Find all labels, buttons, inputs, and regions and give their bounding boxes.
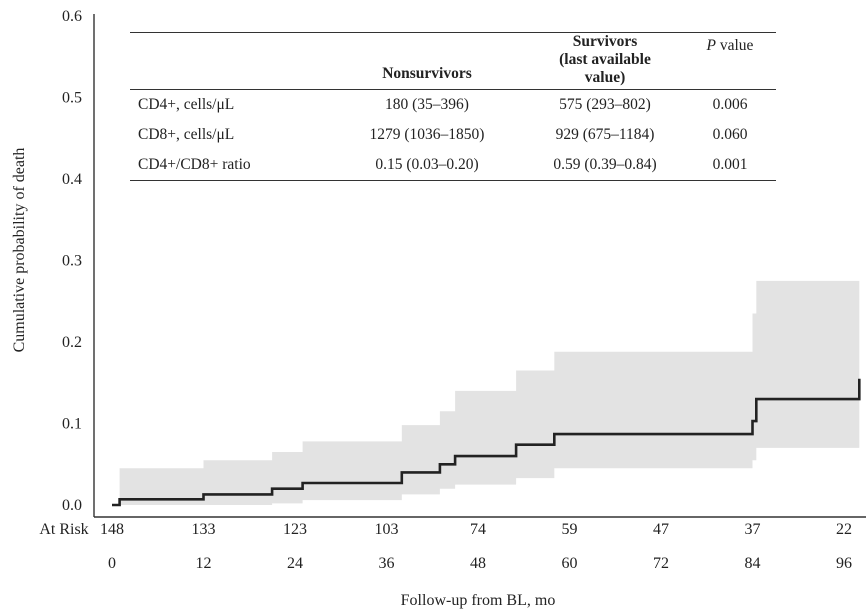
cell-pvalue: 0.060 — [712, 126, 748, 143]
at-risk-count: 148 — [100, 521, 124, 538]
at-risk-count: 47 — [653, 521, 669, 538]
row-label: CD8+, cells/μL — [138, 126, 235, 143]
at-risk-label: At Risk — [39, 521, 88, 538]
y-tick-labels: 0.0 0.1 0.2 0.3 0.4 0.5 0.6 — [62, 8, 82, 514]
y-tick-label: 0.1 — [62, 416, 82, 433]
row-label: CD4+/CD8+ ratio — [130, 150, 328, 181]
at-risk-count: 133 — [192, 521, 216, 538]
cell-survivors: 0.59 (0.39–0.84) — [526, 150, 684, 181]
y-tick-label: 0.4 — [62, 171, 82, 188]
y-tick-label: 0.5 — [62, 90, 82, 107]
ci-band — [112, 280, 860, 505]
survivors-header-line1: Survivors — [572, 33, 638, 50]
survivors-header-line3: value) — [584, 69, 626, 86]
pvalue-italic: P — [706, 37, 716, 54]
pvalue-rest: value — [716, 37, 754, 54]
row-label: CD4+, cells/μL — [138, 96, 235, 113]
x-tick-label: 24 — [287, 555, 303, 572]
cell-pvalue: 0.001 — [684, 150, 776, 181]
survival-curve — [112, 378, 861, 507]
survivors-header-line2: (last available — [559, 51, 651, 68]
at-risk-count: 22 — [836, 521, 852, 538]
y-tick-label: 0.6 — [62, 8, 82, 25]
table-header-row: Nonsurvivors Survivors (last available val… — [130, 32, 776, 90]
table-row: CD4+, cells/μL 180 (35–396) 575 (293–802… — [130, 90, 776, 121]
at-risk-count: 59 — [562, 521, 578, 538]
at-risk-row: At Risk 148 133 123 103 74 59 47 37 22 — [39, 521, 852, 538]
cell-nonsurvivors: 0.15 (0.03–0.20) — [328, 150, 526, 181]
x-tick-label: 96 — [836, 555, 852, 572]
table-header-survivors: Survivors (last available value) — [526, 32, 684, 90]
x-tick-label: 84 — [745, 555, 761, 572]
at-risk-count: 37 — [745, 521, 761, 538]
cell-pvalue: 0.006 — [712, 96, 748, 113]
table-header-pvalue: P value — [684, 32, 776, 90]
inset-summary-table: Nonsurvivors Survivors (last available val… — [130, 32, 776, 181]
at-risk-count: 123 — [283, 521, 307, 538]
cell-nonsurvivors: 180 (35–396) — [385, 96, 469, 113]
x-tick-label: 12 — [196, 555, 212, 572]
at-risk-count: 103 — [375, 521, 399, 538]
table-header-nonsurvivors: Nonsurvivors — [328, 32, 526, 90]
table-row: CD4+/CD8+ ratio 0.15 (0.03–0.20) 0.59 (0… — [130, 150, 776, 181]
cell-survivors: 575 (293–802) — [559, 96, 651, 113]
x-tick-label: 36 — [379, 555, 395, 572]
x-tick-label: 60 — [562, 555, 578, 572]
cell-survivors: 929 (675–1184) — [555, 126, 655, 143]
table-header-blank — [130, 32, 328, 90]
x-tick-labels: 0 12 24 36 48 60 72 84 96 — [108, 555, 852, 572]
y-tick-label: 0.3 — [62, 253, 82, 270]
x-axis-title: Follow-up from BL, mo — [401, 592, 556, 609]
x-tick-label: 0 — [108, 555, 116, 572]
curve-layer — [112, 378, 861, 507]
at-risk-count: 74 — [470, 521, 486, 538]
confidence-band-layer — [112, 280, 860, 505]
table-row: CD8+, cells/μL 1279 (1036–1850) 929 (675… — [130, 120, 776, 150]
y-tick-label: 0.2 — [62, 334, 82, 351]
y-axis-title: Cumulative probability of death — [11, 148, 28, 353]
x-tick-label: 48 — [470, 555, 486, 572]
axes-layer — [93, 14, 866, 518]
cell-nonsurvivors: 1279 (1036–1850) — [369, 126, 485, 143]
y-tick-label: 0.0 — [62, 497, 82, 514]
x-tick-label: 72 — [653, 555, 669, 572]
